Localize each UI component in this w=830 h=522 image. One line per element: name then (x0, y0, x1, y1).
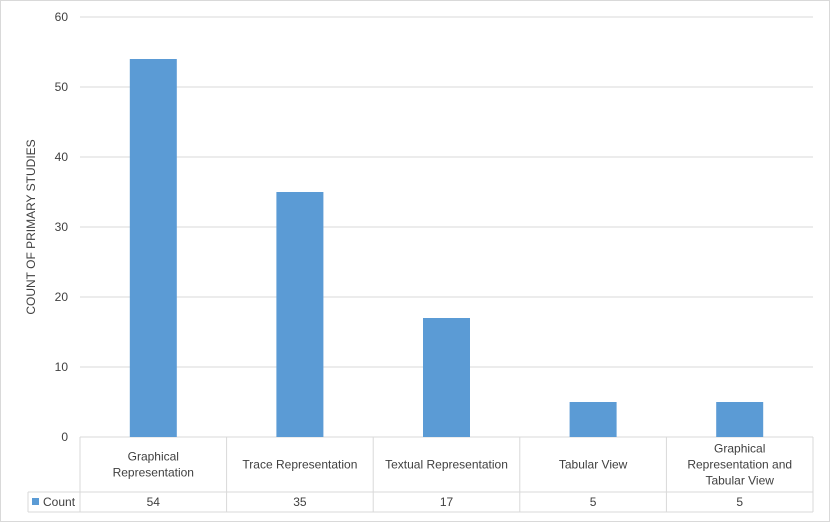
data-table: Graphical Representation Trace Representat… (27, 437, 814, 513)
legend-key (32, 498, 39, 505)
data-value-label: 5 (590, 495, 597, 509)
category-label: Textual Representation (385, 458, 508, 472)
bar (569, 402, 617, 437)
y-tick-label: 50 (55, 80, 69, 94)
bar (129, 59, 177, 437)
y-tick-label: 10 (55, 360, 69, 374)
category-label: Trace Representation (242, 458, 357, 472)
y-tick-label: 20 (55, 290, 69, 304)
y-tick-label: 40 (55, 150, 69, 164)
category-label: Tabular View (705, 474, 774, 488)
bar (716, 402, 764, 437)
category-label: Graphical (128, 450, 179, 464)
data-value-label: 17 (440, 495, 454, 509)
bars (129, 59, 764, 437)
y-tick-label: 30 (55, 220, 69, 234)
legend-series-name: Count (43, 495, 76, 509)
category-label: Tabular View (559, 458, 628, 472)
data-value-label: 35 (293, 495, 307, 509)
data-value-label: 54 (147, 495, 161, 509)
y-tick-label: 60 (55, 10, 69, 24)
y-tick-labels: 0 10 20 30 40 50 60 (55, 10, 69, 444)
bar (276, 192, 324, 437)
category-label: Representation and (687, 458, 792, 472)
y-tick-label: 0 (61, 430, 68, 444)
category-label: Representation (113, 466, 194, 480)
data-value-label: 5 (736, 495, 743, 509)
y-axis-label: COUNT OF PRIMARY STUDIES (24, 139, 38, 314)
category-label: Graphical (714, 442, 765, 456)
gridlines (80, 16, 813, 438)
bar (423, 318, 470, 437)
